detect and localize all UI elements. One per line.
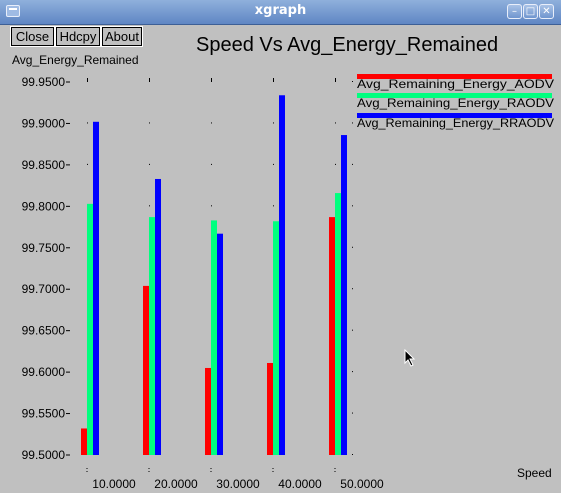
y-tick-label: 99.8000: [22, 199, 66, 213]
legend-rraodv-label: Avg_Remaining_Energy_RRAODV: [357, 116, 554, 130]
grid-dot: [149, 164, 150, 165]
grid-dot: [352, 122, 353, 123]
grid-dot: [352, 454, 353, 455]
x-tick-label: 10.0000: [92, 477, 136, 491]
bar-aodv: [81, 428, 87, 455]
y-tick-label: 99.5500: [22, 407, 66, 421]
grid-dot: [335, 164, 336, 165]
grid-dot: [352, 247, 353, 248]
grid-dot: [273, 78, 274, 82]
bar-aodv: [329, 217, 335, 455]
y-tick-label: 99.6000: [22, 365, 66, 379]
grid-dot: [87, 122, 88, 123]
x-tick-label: 40.0000: [278, 477, 322, 491]
bar-raodv: [149, 217, 155, 455]
y-tick-label: 99.9000: [22, 116, 66, 130]
bar-rraodv: [341, 135, 347, 455]
x-tick-label: 30.0000: [216, 477, 260, 491]
grid-dot: [273, 205, 274, 206]
bar-aodv: [267, 363, 273, 455]
bar-rraodv: [279, 95, 285, 455]
bar-raodv: [273, 221, 279, 455]
x-tick-label: 50.0000: [340, 477, 384, 491]
grid-dot: [149, 78, 150, 82]
bar-raodv: [211, 220, 217, 455]
grid-dot: [273, 164, 274, 165]
grid-dot: [352, 288, 353, 289]
y-tick-label: 99.6500: [22, 324, 66, 338]
grid-dot: [335, 122, 336, 123]
bar-rraodv: [217, 234, 223, 455]
bar-raodv: [335, 193, 341, 455]
legend-aodv-label: Avg_Remaining_Energy_AODV: [357, 77, 554, 91]
grid-dot: [211, 122, 212, 123]
grid-dot: [149, 122, 150, 123]
grid-dot: [352, 371, 353, 372]
x-tick-label: 20.0000: [154, 477, 198, 491]
y-tick-label: 99.7000: [22, 282, 66, 296]
grid-dot: [87, 78, 88, 82]
y-tick-label: 99.8500: [22, 158, 66, 172]
grid-dot: [149, 205, 150, 206]
grid-dot: [352, 413, 353, 414]
grid-dot: [352, 330, 353, 331]
y-tick-label: 99.9500: [22, 75, 66, 89]
bar-rraodv: [93, 122, 99, 455]
grid-dot: [352, 81, 353, 82]
bar-aodv: [143, 286, 149, 455]
y-tick-label: 99.7500: [22, 241, 66, 255]
grid-dot: [335, 78, 336, 82]
grid-dot: [211, 78, 212, 82]
grid-dot: [352, 164, 353, 165]
grid-dot: [211, 205, 212, 206]
legend-raodv-label: Avg_Remaining_Energy_RAODV: [357, 96, 554, 110]
mouse-cursor-icon: [404, 349, 416, 367]
grid-dot: [273, 122, 274, 123]
grid-dot: [211, 164, 212, 165]
bar-rraodv: [155, 179, 161, 455]
grid-dot: [352, 205, 353, 206]
bar-aodv: [205, 368, 211, 455]
grid-dot: [87, 164, 88, 165]
y-tick-label: 99.5000: [22, 448, 66, 462]
bar-raodv: [87, 204, 93, 455]
